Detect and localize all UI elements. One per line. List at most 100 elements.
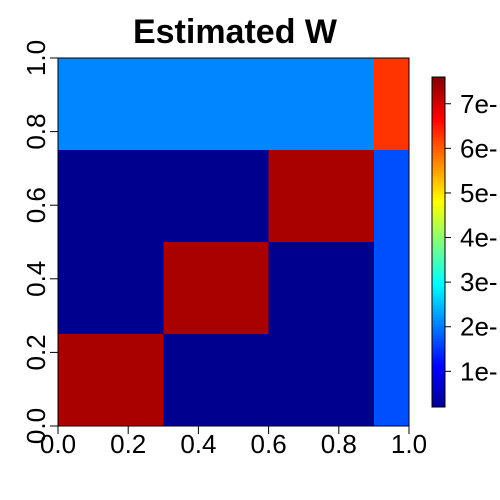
- colorbar-segment: [432, 263, 445, 267]
- colorbar-segment: [432, 392, 445, 396]
- colorbar-segment: [432, 137, 445, 141]
- colorbar-segment: [432, 170, 445, 174]
- x-tick-label: 0.2: [110, 429, 146, 459]
- chart-title: Estimated W: [133, 13, 338, 51]
- colorbar-segment: [432, 113, 445, 117]
- colorbar-segment: [432, 140, 445, 144]
- heatmap-cell: [373, 58, 409, 150]
- heatmap-cell: [163, 242, 269, 334]
- colorbar-segment: [432, 161, 445, 165]
- colorbar-segment: [432, 212, 445, 216]
- colorbar-segment: [432, 305, 445, 309]
- colorbar-segment: [432, 209, 445, 213]
- colorbar-segment: [432, 158, 445, 162]
- colorbar-tick-label: 3e-: [460, 267, 498, 297]
- colorbar-segment: [432, 236, 445, 240]
- colorbar-segment: [432, 344, 445, 348]
- plot-frame: [57, 57, 410, 427]
- colorbar-segment: [432, 203, 445, 207]
- colorbar-segment: [432, 296, 445, 300]
- colorbar-segment: [432, 164, 445, 168]
- colorbar-segment: [432, 347, 445, 351]
- y-tick-label: 0.4: [21, 261, 51, 297]
- colorbar-segment: [432, 395, 445, 399]
- colorbar-tick-label: 7e-: [460, 89, 498, 119]
- colorbar-segment: [432, 89, 445, 93]
- heatmap-cell: [58, 58, 374, 150]
- colorbar-segment: [432, 251, 445, 255]
- colorbar-segment: [432, 287, 445, 291]
- colorbar-segment: [432, 317, 445, 321]
- colorbar-segment: [432, 176, 445, 180]
- colorbar-segment: [432, 311, 445, 315]
- colorbar-segment: [432, 83, 445, 87]
- colorbar-segment: [432, 362, 445, 366]
- colorbar-segment: [432, 308, 445, 312]
- colorbar-segment: [432, 374, 445, 378]
- colorbar-segment: [432, 272, 445, 276]
- colorbar-segment: [432, 380, 445, 384]
- x-tick-label: 0.0: [40, 429, 76, 459]
- colorbar-segment: [432, 320, 445, 324]
- colorbar-segment: [432, 122, 445, 126]
- colorbar-segment: [432, 221, 445, 225]
- colorbar-segment: [432, 215, 445, 219]
- colorbar-segment: [432, 95, 445, 99]
- colorbar-segment: [432, 329, 445, 333]
- heatmap-cell: [163, 334, 374, 426]
- colorbar-tick-label: 1e-: [460, 356, 498, 386]
- colorbar-tick-label: 6e-: [460, 133, 498, 163]
- colorbar-segment: [432, 386, 445, 390]
- colorbar-tick-label: 4e-: [460, 223, 498, 253]
- y-tick-label: 0.2: [21, 334, 51, 370]
- colorbar: 1e- 2e- 3e- 4e- 5e- 6e- 7e-: [431, 76, 498, 408]
- colorbar-segment: [432, 77, 445, 81]
- colorbar-segment: [432, 104, 445, 108]
- colorbar-segment: [432, 128, 445, 132]
- y-tick-label: 0.0: [21, 408, 51, 444]
- colorbar-segment: [432, 260, 445, 264]
- heatmap-cell: [268, 150, 374, 242]
- colorbar-segment: [432, 233, 445, 237]
- colorbar-segment: [432, 404, 445, 408]
- colorbar-segment: [432, 242, 445, 246]
- x-tick-label: 0.8: [321, 429, 357, 459]
- colorbar-segment: [432, 332, 445, 336]
- colorbar-segment: [432, 155, 445, 159]
- colorbar-tick-label: 5e-: [460, 178, 498, 208]
- colorbar-segment: [432, 341, 445, 345]
- colorbar-segment: [432, 98, 445, 102]
- colorbar-segment: [432, 293, 445, 297]
- colorbar-segment: [432, 302, 445, 306]
- colorbar-segment: [432, 356, 445, 360]
- colorbar-segment: [432, 284, 445, 288]
- colorbar-segment: [432, 167, 445, 171]
- y-axis: 0.0 0.2 0.4 0.6 0.8 1.0: [21, 40, 58, 444]
- colorbar-segment: [432, 245, 445, 249]
- colorbar-segment: [432, 269, 445, 273]
- colorbar-segment: [432, 254, 445, 258]
- colorbar-segment: [432, 335, 445, 339]
- colorbar-segment: [432, 116, 445, 120]
- colorbar-segment: [432, 227, 445, 231]
- heatmap-cells: [58, 58, 409, 426]
- colorbar-segment: [432, 179, 445, 183]
- colorbar-segment: [432, 326, 445, 330]
- colorbar-segment: [432, 191, 445, 195]
- colorbar-segment: [432, 257, 445, 261]
- colorbar-segment: [432, 206, 445, 210]
- colorbar-segment: [432, 173, 445, 177]
- colorbar-segment: [432, 278, 445, 282]
- colorbar-segment: [432, 401, 445, 405]
- colorbar-segment: [432, 218, 445, 222]
- colorbar-segment: [432, 389, 445, 393]
- colorbar-segment: [432, 368, 445, 372]
- colorbar-segment: [432, 224, 445, 228]
- colorbar-segment: [432, 125, 445, 129]
- colorbar-segment: [432, 365, 445, 369]
- colorbar-frame: [431, 76, 446, 408]
- heatmap-cell: [58, 334, 164, 426]
- y-tick-label: 0.6: [21, 187, 51, 223]
- colorbar-segment: [432, 152, 445, 156]
